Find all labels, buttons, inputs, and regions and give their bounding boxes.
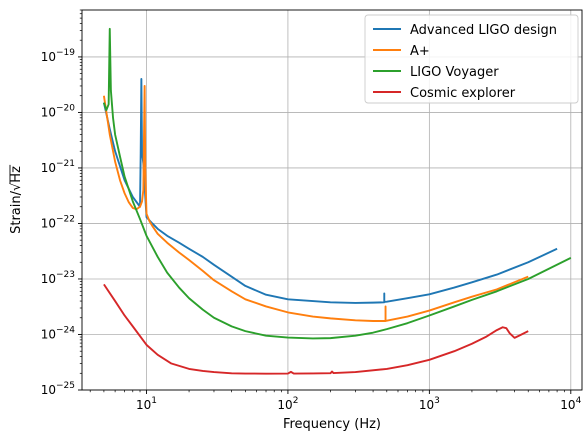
plot-frame (81, 9, 583, 391)
y-tick-label: 10−20 (41, 103, 76, 119)
y-tick-exponent: −19 (56, 48, 75, 58)
y-tick-base: 10 (41, 105, 56, 119)
x-tick-label: 104 (560, 396, 581, 412)
legend-label-2: A+ (410, 44, 430, 59)
y-tick-base: 10 (41, 327, 56, 341)
x-tick-base: 10 (560, 398, 575, 412)
y-tick-label: 10−25 (41, 381, 75, 397)
y-tick-label: 10−24 (41, 325, 76, 341)
y-tick-exponent: −23 (56, 270, 75, 280)
x-tick-exponent: 4 (576, 396, 582, 406)
sqrt-radical-icon: √ (9, 182, 24, 191)
x-tick-base: 10 (419, 398, 434, 412)
svg-text:Strain/√Hz: Strain/√Hz (9, 166, 24, 234)
x-axis-label: Frequency (Hz) (283, 417, 381, 432)
axis-tick-labels: 101 102 103 10410−2510−2410−2310−2210−2110−… (41, 48, 582, 412)
y-axis-label-prefix: Strain/ (9, 190, 24, 234)
x-tick-label: 103 (419, 396, 440, 412)
series-line-2 (102, 84, 529, 322)
y-axis-label: Strain/√Hz (9, 164, 24, 234)
y-tick-label: 10−21 (41, 159, 75, 175)
y-tick-base: 10 (41, 216, 56, 230)
x-tick-label: 102 (277, 396, 298, 412)
x-tick-label: 101 (136, 396, 157, 412)
y-tick-label: 10−19 (41, 48, 76, 64)
y-tick-label: 10−22 (41, 214, 75, 230)
y-tick-base: 10 (41, 50, 56, 64)
y-tick-exponent: −20 (56, 103, 75, 113)
x-tick-base: 10 (277, 398, 292, 412)
y-tick-exponent: −25 (56, 381, 75, 391)
axis-ticks (78, 9, 572, 394)
x-tick-exponent: 2 (293, 396, 299, 406)
series-layer (102, 27, 572, 375)
legend-label-3: LIGO Voyager (410, 65, 499, 80)
series-line-4 (103, 283, 529, 375)
x-tick-base: 10 (136, 398, 151, 412)
y-tick-base: 10 (41, 161, 56, 175)
y-tick-exponent: −22 (56, 214, 75, 224)
y-tick-exponent: −24 (56, 325, 75, 335)
legend-label-4: Cosmic explorer (410, 86, 516, 101)
y-tick-exponent: −21 (56, 159, 75, 169)
series-line-3 (103, 27, 572, 340)
y-tick-base: 10 (41, 383, 56, 397)
legend-label-1: Advanced LIGO design (410, 23, 557, 38)
y-tick-label: 10−23 (41, 270, 75, 286)
legend-box (364, 14, 579, 104)
x-tick-exponent: 1 (151, 396, 157, 406)
x-tick-exponent: 3 (434, 396, 440, 406)
y-tick-base: 10 (41, 272, 56, 286)
series-line-1 (102, 78, 558, 304)
legend: Advanced LIGO design A+ LIGO Voyager Cosmic… (364, 14, 579, 104)
y-axis-label-radicand: Hz (9, 166, 24, 183)
